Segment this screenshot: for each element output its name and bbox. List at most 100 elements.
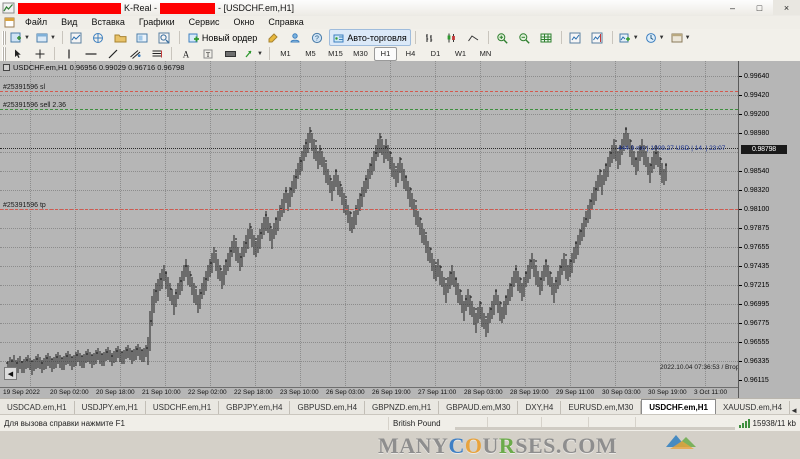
- toolbar-separator: [487, 31, 489, 44]
- status-connection[interactable]: 15938/11 kb: [738, 418, 800, 428]
- order-label-stop-loss: #25391596 sl: [3, 84, 46, 91]
- chart-shift-button[interactable]: [588, 29, 608, 46]
- status-instrument: British Pound: [388, 416, 487, 430]
- chart-tab-usdchf-h1[interactable]: USDCHF.em,H1: [146, 401, 220, 415]
- watermark-o: O: [464, 433, 483, 458]
- menu-help[interactable]: Справка: [268, 17, 304, 27]
- toolbar-separator: [560, 31, 562, 44]
- collapse-icon[interactable]: [3, 64, 10, 71]
- chart-tab-dxy[interactable]: DXY,H4: [518, 401, 562, 415]
- tab-scroll-left-icon[interactable]: ◄: [790, 406, 798, 415]
- autotrading-button[interactable]: Авто-торговля: [329, 29, 411, 46]
- chart-tab-gbpaud[interactable]: GBPAUD.em,M30: [439, 401, 519, 415]
- gridline-vertical: [120, 61, 121, 398]
- gridline-horizontal: [0, 133, 738, 134]
- chart-symbol-header: USDCHF.em,H1 0.96956 0.99029 0.96716 0.9…: [3, 63, 184, 72]
- fibonacci-tool[interactable]: [147, 45, 167, 62]
- zoom-in-button[interactable]: [493, 29, 513, 46]
- chevron-down-icon[interactable]: ▼: [684, 34, 691, 41]
- timeframe-m30[interactable]: M30: [353, 49, 368, 58]
- zoom-out-button[interactable]: [515, 29, 535, 46]
- order-line-stop-loss[interactable]: [0, 91, 738, 92]
- gridline-vertical: [300, 61, 301, 398]
- chevron-down-icon[interactable]: ▼: [257, 50, 263, 57]
- chevron-down-icon[interactable]: ▼: [49, 34, 56, 41]
- indicators-button[interactable]: ▼: [617, 29, 641, 46]
- grid-button[interactable]: [537, 29, 557, 46]
- rectangle-tool[interactable]: [220, 45, 240, 62]
- data-window-button[interactable]: [133, 29, 153, 46]
- chart-tab-gbpjpy[interactable]: GBPJPY.em,H4: [219, 401, 291, 415]
- equidistant-channel-tool[interactable]: [125, 45, 145, 62]
- toolbar-grip[interactable]: [2, 46, 6, 61]
- new-chart-button[interactable]: ▼: [8, 29, 32, 46]
- text-label-tool[interactable]: T: [198, 45, 218, 62]
- arrows-tool[interactable]: ▼: [242, 45, 265, 62]
- order-label-sell: #25391596 sell 2.36: [3, 102, 67, 109]
- text-tool[interactable]: A: [176, 45, 196, 62]
- metaeditor-button[interactable]: [263, 29, 283, 46]
- profiles-button[interactable]: ▼: [34, 29, 58, 46]
- chart-tab-gbpusd[interactable]: GBPUSD.em,H4: [290, 401, 366, 415]
- minimize-button[interactable]: –: [729, 2, 735, 13]
- chevron-down-icon[interactable]: ▼: [658, 34, 665, 41]
- menu-view[interactable]: Вид: [61, 17, 78, 27]
- timeframe-mn[interactable]: MN: [479, 49, 492, 58]
- menu-insert[interactable]: Вставка: [91, 17, 125, 27]
- line-chart-button[interactable]: [464, 29, 484, 46]
- price-tick-label: 0.99640: [744, 73, 770, 80]
- timeframe-h1[interactable]: H1: [373, 46, 397, 61]
- gridline-horizontal: [0, 114, 738, 115]
- horizontal-scrollbar[interactable]: [455, 427, 735, 430]
- expert-advisors-button[interactable]: [285, 29, 305, 46]
- terminal-button[interactable]: [111, 29, 131, 46]
- menu-tools[interactable]: Сервис: [188, 17, 220, 27]
- vertical-line-tool[interactable]: [59, 45, 79, 62]
- templates-button[interactable]: ▼: [669, 29, 693, 46]
- watermark-text: MANYCOURSES.COM: [378, 433, 617, 459]
- cursor-tool[interactable]: [8, 45, 28, 62]
- chart-tab-usdchf-active[interactable]: USDCHF.em,H1: [641, 399, 716, 415]
- menu-window[interactable]: Окно: [233, 17, 255, 27]
- bar-chart-button[interactable]: [420, 29, 440, 46]
- scroll-left-button[interactable]: ◀: [4, 367, 17, 380]
- order-line-sell[interactable]: [0, 109, 738, 110]
- time-label: 28 Sep 03:00: [464, 389, 503, 396]
- candlestick-chart-button[interactable]: [442, 29, 462, 46]
- trendline-tool[interactable]: [103, 45, 123, 62]
- toolbar-grip[interactable]: [2, 30, 6, 45]
- price-scale[interactable]: 0.99640 0.99420 0.99200 0.98980 0.98798 …: [739, 61, 800, 398]
- chart-tab-eurusd[interactable]: EURUSD.em,M30: [561, 401, 642, 415]
- auto-scroll-button[interactable]: [566, 29, 586, 46]
- timeframe-m15[interactable]: M15: [328, 49, 343, 58]
- menu-charts[interactable]: Графики: [138, 17, 175, 27]
- menu-file[interactable]: Файл: [25, 17, 48, 27]
- chart-tab-usdjpy[interactable]: USDJPY.em,H1: [75, 401, 146, 415]
- horizontal-line-tool[interactable]: [81, 45, 101, 62]
- chevron-down-icon[interactable]: ▼: [632, 34, 639, 41]
- chart-canvas[interactable]: USDCHF.em,H1 0.96956 0.99029 0.96716 0.9…: [0, 61, 739, 398]
- watermark-c: C: [448, 433, 465, 458]
- strategy-tester-button[interactable]: [155, 29, 175, 46]
- timeframe-h4[interactable]: H4: [405, 49, 416, 58]
- maximize-button[interactable]: □: [756, 2, 763, 13]
- crosshair-tool[interactable]: [30, 45, 50, 62]
- timeframe-m1[interactable]: M1: [280, 49, 291, 58]
- help-button[interactable]: ?: [307, 29, 327, 46]
- chart-tab-xauusd[interactable]: XAUUSD.em,H4: [716, 401, 791, 415]
- price-tick: 0.96335: [739, 357, 800, 366]
- timeframe-d1[interactable]: D1: [430, 49, 441, 58]
- chevron-down-icon[interactable]: ▼: [24, 34, 30, 41]
- close-button[interactable]: ×: [773, 0, 800, 15]
- new-order-button[interactable]: Новый ордер: [184, 29, 261, 46]
- order-line-take-profit[interactable]: [0, 209, 738, 210]
- chart-tab-usdcad[interactable]: USDCAD.em,H1: [0, 401, 75, 415]
- toolbar-separator: [61, 31, 63, 44]
- chart-tab-gbpnzd[interactable]: GBPNZD.em,H1: [365, 401, 440, 415]
- navigator-button[interactable]: [89, 29, 109, 46]
- market-watch-button[interactable]: [67, 29, 87, 46]
- timeframe-w1[interactable]: W1: [454, 49, 467, 58]
- periods-button[interactable]: ▼: [643, 29, 667, 46]
- timeframe-m5[interactable]: M5: [305, 49, 316, 58]
